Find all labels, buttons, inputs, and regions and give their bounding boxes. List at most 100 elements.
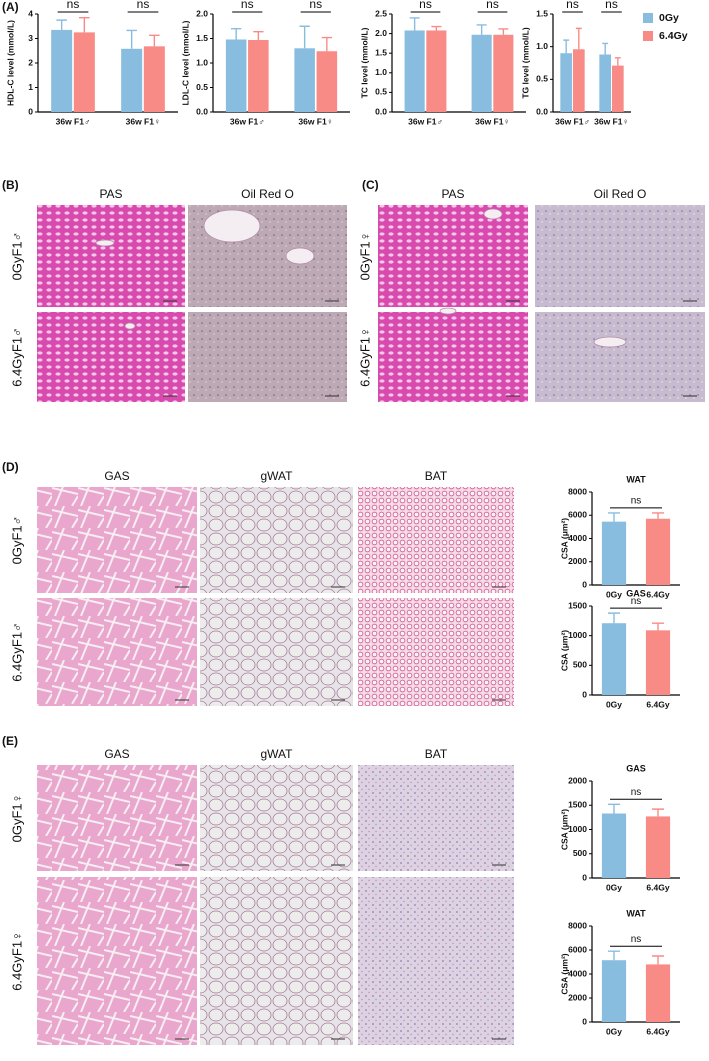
y-tick-label: 0.5 xyxy=(536,74,548,84)
y-tick-label: 8000 xyxy=(568,920,587,930)
error-bar xyxy=(231,28,242,40)
y-tick-label: 2.5 xyxy=(375,8,387,18)
y-axis-label: CSA (μm²) xyxy=(559,630,569,671)
error-bar xyxy=(149,34,160,47)
y-tick-label: 3 xyxy=(28,33,33,43)
chart-title: WAT xyxy=(626,908,646,918)
panel-label: (D) xyxy=(2,460,19,474)
y-tick-label: 6000 xyxy=(568,510,587,520)
x-tick-label: 0Gy xyxy=(606,1026,622,1036)
micrograph xyxy=(37,312,185,402)
error-bar xyxy=(607,512,621,522)
y-tick-label: 0 xyxy=(582,872,587,882)
vessel xyxy=(285,247,315,265)
column-label: Oil Red O xyxy=(241,187,294,201)
error-bar xyxy=(607,950,621,961)
chart-title: WAT xyxy=(626,474,646,484)
y-tick-label: 1.0 xyxy=(375,67,387,77)
error-bar xyxy=(575,27,582,50)
error-bar xyxy=(79,16,90,33)
micrograph xyxy=(37,765,197,871)
y-tick-label: 2000 xyxy=(568,992,587,1002)
bar xyxy=(601,521,627,585)
bar xyxy=(601,623,627,695)
bar xyxy=(645,964,671,1022)
x-tick-label: 36w F1♂ xyxy=(408,116,443,126)
bar xyxy=(426,30,447,112)
column-label: gWAT xyxy=(261,747,294,761)
significance-label: ns xyxy=(419,0,432,11)
bar xyxy=(316,51,338,112)
bar xyxy=(143,46,165,113)
y-tick-label: 2.0 xyxy=(375,28,387,38)
y-tick-label: 0 xyxy=(582,579,587,589)
y-tick-label: 0 xyxy=(582,689,587,699)
column-label: PAS xyxy=(99,187,122,201)
x-tick-label: 36w F1♂ xyxy=(230,116,265,126)
micrograph xyxy=(535,312,705,402)
legend-swatch xyxy=(643,13,653,23)
y-tick-label: 1000 xyxy=(568,824,587,834)
column-label: BAT xyxy=(425,747,448,761)
bar xyxy=(645,518,671,585)
y-axis-label: HDL-C level (mmol/L) xyxy=(5,20,15,106)
y-axis-label: TG level (mmol/L) xyxy=(520,27,530,98)
bar xyxy=(225,39,247,113)
x-tick-label: 36w F1♀ xyxy=(298,116,333,126)
legend-label: 0Gy xyxy=(659,12,679,24)
bar xyxy=(404,30,425,112)
row-label: 0GyF1♀ xyxy=(357,232,372,281)
bar xyxy=(611,65,624,112)
micrograph xyxy=(358,765,514,871)
bar xyxy=(51,29,73,112)
vessel xyxy=(95,239,115,247)
significance-label: ns xyxy=(67,0,80,11)
y-tick-label: 0.0 xyxy=(375,106,387,116)
y-tick-label: 2000 xyxy=(568,775,587,785)
y-tick-label: 8000 xyxy=(568,486,587,496)
vessel xyxy=(124,322,136,330)
x-tick-label: 6.4Gy xyxy=(646,882,669,892)
error-bar xyxy=(607,612,621,624)
y-tick-label: 0.0 xyxy=(536,106,548,116)
vessel xyxy=(483,208,503,220)
micrograph xyxy=(358,487,514,593)
bar xyxy=(73,32,95,112)
x-tick-label: 36w F1♀ xyxy=(594,116,629,126)
significance-label: ns xyxy=(486,0,499,11)
y-tick-label: 2.0 xyxy=(196,8,208,18)
legend-label: 6.4Gy xyxy=(659,30,688,42)
column-label: GAS xyxy=(104,747,129,761)
y-tick-label: 4 xyxy=(28,8,33,18)
row-label: 0GyF1♂ xyxy=(9,232,24,281)
y-axis-label: CSA (μm²) xyxy=(559,518,569,559)
micrograph xyxy=(37,877,197,1045)
x-tick-label: 36w F1♀ xyxy=(475,116,510,126)
micrograph xyxy=(37,598,197,706)
panel-label: (C) xyxy=(362,178,379,192)
y-tick-label: 4000 xyxy=(568,968,587,978)
micrograph xyxy=(200,487,353,593)
vessel xyxy=(203,209,261,243)
error-bar xyxy=(602,42,609,55)
row-label: 6.4GyF1♀ xyxy=(9,931,24,991)
y-tick-label: 2 xyxy=(28,57,33,67)
x-tick-label: 36w F1♀ xyxy=(126,116,161,126)
significance-label: ns xyxy=(631,787,642,798)
x-tick-label: 0Gy xyxy=(606,882,622,892)
significance-label: ns xyxy=(631,496,642,507)
x-tick-label: 6.4Gy xyxy=(646,699,669,709)
error-bar xyxy=(409,17,420,31)
error-bar xyxy=(299,25,310,49)
column-label: gWAT xyxy=(261,469,294,483)
micrograph xyxy=(200,765,353,871)
row-label: 0GyF1♂ xyxy=(9,516,24,565)
row-label: 6.4GyF1♂ xyxy=(9,327,24,387)
legend-swatch xyxy=(643,31,653,41)
error-bar xyxy=(126,29,137,49)
y-axis-label: TC level (mmol/L) xyxy=(359,27,369,98)
error-bar xyxy=(614,57,621,66)
significance-label: ns xyxy=(137,0,150,11)
y-tick-label: 4000 xyxy=(568,533,587,543)
